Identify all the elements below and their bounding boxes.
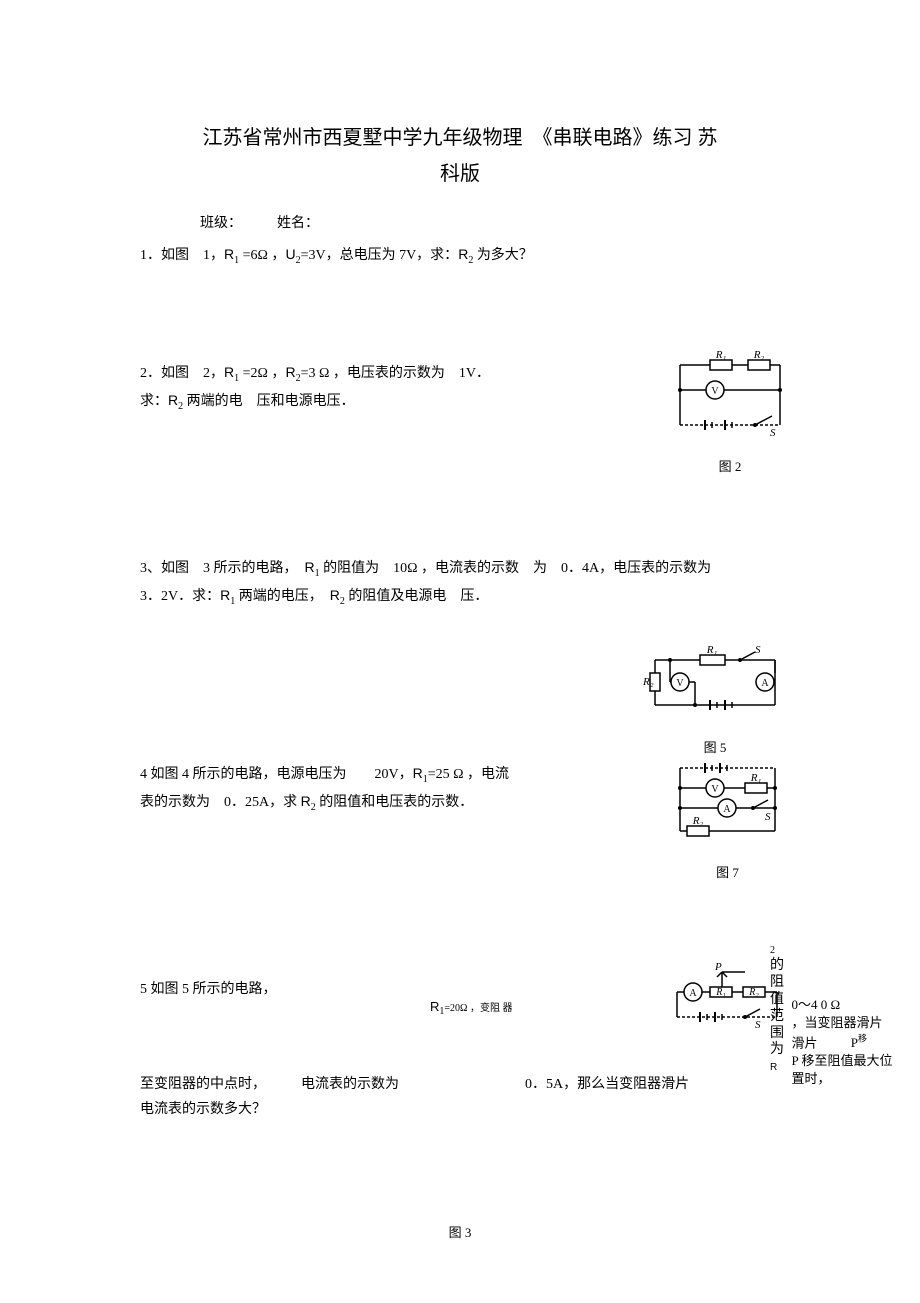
q5-line2: 至变阻器的中点时， 电流表的示数为 0．5A，那么当变阻器滑片 bbox=[140, 1077, 689, 1092]
q5-col-2: 阻 bbox=[770, 975, 784, 990]
q5-slider: 滑片 bbox=[791, 1035, 817, 1050]
svg-text:R₁: R₁ bbox=[750, 772, 762, 784]
q3-text-b: 的阻值为 10Ω ，电流表的示数 为 0．4A，电压表的示数为 bbox=[320, 561, 712, 576]
q5-pmove: P 移至阻值最大位置时， bbox=[791, 1053, 892, 1086]
q3-line2-b: 两端的电压， bbox=[235, 589, 330, 604]
svg-text:S: S bbox=[770, 427, 776, 439]
svg-text:P: P bbox=[714, 962, 722, 973]
q5-col-3: 值 bbox=[770, 992, 784, 1007]
q2-line2-b: 两端的电 压和电源电压． bbox=[183, 394, 355, 409]
q5-text-b: =20Ω ，变阻 器 bbox=[444, 1003, 512, 1014]
q4-line2-a: 表的示数为 0．25A，求 bbox=[140, 795, 301, 810]
q4-line2-r2: R bbox=[301, 793, 311, 809]
q3-line2-r1: R bbox=[220, 587, 230, 603]
q5-r1: R bbox=[430, 999, 439, 1014]
circuit-svg-5: R₁ S R₂ V A bbox=[640, 645, 790, 720]
q1-eq2: =3V，总电压为 7V，求： bbox=[301, 248, 459, 263]
q2-line2-r2: R bbox=[168, 392, 178, 408]
question-5: 5 如图 5 所示的电路， R1=20Ω ，变阻 器 A R₁ R₂ P bbox=[140, 977, 780, 1122]
svg-text:S: S bbox=[755, 1019, 761, 1031]
q4-line2-b: 的阻值和电压表的示数． bbox=[316, 795, 474, 810]
fig2-label: 图 2 bbox=[670, 455, 790, 478]
q5-col-4: 范 bbox=[770, 1009, 784, 1024]
page-title: 江苏省常州市西夏墅中学九年级物理 《串联电路》练习 苏 科版 bbox=[140, 120, 780, 192]
svg-text:A: A bbox=[723, 804, 731, 815]
svg-text:R₁: R₁ bbox=[706, 645, 718, 656]
svg-text:S: S bbox=[765, 811, 771, 823]
svg-text:R₁: R₁ bbox=[715, 987, 726, 998]
q2-line2-a: 求： bbox=[140, 394, 168, 409]
q5-text-a: 5 如图 5 所示的电路， bbox=[140, 982, 277, 997]
question-4: 4 如图 4 所示的电路，电源电压为 20V，R1=25 Ω ，电流 表的示数为… bbox=[140, 761, 780, 817]
svg-text:R₁: R₁ bbox=[715, 350, 727, 361]
svg-text:V: V bbox=[711, 784, 719, 795]
q3-text-a: 3、如图 3 所示的电路， bbox=[140, 561, 305, 576]
circuit-figure-7: V R₁ A S R₂ 图 7 bbox=[665, 756, 790, 885]
header-info: 班级： 姓名： bbox=[200, 212, 780, 232]
q1-eq1: =6Ω ， bbox=[239, 248, 285, 263]
q5-col-6: 为 bbox=[770, 1042, 784, 1057]
question-2: 2．如图 2，R1 =2Ω ，R2=3 Ω ，电压表的示数为 1V． 求：R2 … bbox=[140, 360, 780, 416]
q5-line2-wrap: 至变阻器的中点时， 电流表的示数为 0．5A，那么当变阻器滑片 电流表的示数多大… bbox=[140, 1072, 780, 1122]
question-3: 3、如图 3 所示的电路， R1 的阻值为 10Ω ，电流表的示数 为 0．4A… bbox=[140, 555, 780, 611]
svg-text:R₂: R₂ bbox=[753, 350, 765, 361]
circuit-figure-5: R₁ S R₂ V A 图 5 bbox=[640, 645, 790, 759]
q1-r2: R bbox=[458, 246, 468, 262]
q3-line2-a: 3．2V．求： bbox=[140, 589, 220, 604]
svg-text:V: V bbox=[711, 386, 719, 397]
svg-text:R₂: R₂ bbox=[748, 987, 759, 998]
q4-text-b: =25 Ω ，电流 bbox=[428, 767, 509, 782]
q5-line3: 电流表的示数多大？ bbox=[140, 1102, 266, 1117]
q3-r1: R bbox=[305, 559, 315, 575]
q5-r2-sub: 2 bbox=[770, 945, 775, 956]
svg-text:S: S bbox=[755, 645, 761, 656]
q5-r1-wrap: R1=20Ω ，变阻 器 bbox=[430, 995, 512, 1021]
fig3-label: 图 3 bbox=[140, 1222, 780, 1241]
q4-text-a: 4 如图 4 所示的电路，电源电压为 20V， bbox=[140, 767, 413, 782]
fig7-label: 图 7 bbox=[665, 861, 790, 884]
title-line2: 科版 bbox=[440, 163, 480, 185]
circuit-figure-2: R₁ R₂ V S 图 2 bbox=[670, 350, 790, 479]
circuit-svg-2: R₁ R₂ V S bbox=[670, 350, 790, 440]
q5-move-char: P移 bbox=[851, 1035, 867, 1050]
svg-text:A: A bbox=[761, 678, 769, 689]
question-1: 1．如图 1，R1 =6Ω ，U2=3V，总电压为 7V，求：R2 为多大？ bbox=[140, 242, 780, 270]
q5-col-5: 围 bbox=[770, 1026, 784, 1041]
q5-right-text: 2的 阻 值 范 围 为 R 0～4 0 Ω ，当变阻器滑片 滑 bbox=[770, 942, 900, 1089]
svg-text:A: A bbox=[689, 988, 697, 999]
q1-text-a: 1．如图 1， bbox=[140, 248, 224, 263]
q5-r2-char: R bbox=[770, 1062, 777, 1073]
title-line1: 江苏省常州市西夏墅中学九年级物理 《串联电路》练习 苏 bbox=[203, 127, 718, 149]
q5-col-1: 的 bbox=[770, 958, 784, 973]
q3-line2-r2: R bbox=[330, 587, 340, 603]
q1-u2: U bbox=[285, 246, 295, 262]
q3-line2-c: 的阻值及电源电 压． bbox=[345, 589, 489, 604]
q2-eq2: =3 Ω ，电压表的示数为 1V． bbox=[301, 366, 490, 381]
q1-tail: 为多大？ bbox=[473, 248, 533, 263]
class-label: 班级： bbox=[200, 216, 242, 231]
q5-range: 0～4 0 Ω bbox=[791, 997, 840, 1012]
q2-eq1: =2Ω ， bbox=[239, 366, 285, 381]
q2-r1: R bbox=[224, 364, 234, 380]
svg-text:V: V bbox=[676, 678, 684, 689]
q4-r1: R bbox=[413, 765, 423, 781]
name-label: 姓名： bbox=[277, 216, 319, 231]
circuit-svg-7: V R₁ A S R₂ bbox=[665, 756, 790, 846]
svg-text:R₂: R₂ bbox=[642, 676, 654, 688]
q1-r1: R bbox=[224, 246, 234, 262]
q2-text-a: 2．如图 2， bbox=[140, 366, 224, 381]
q2-r2: R bbox=[285, 364, 295, 380]
q5-range-b: ，当变阻器滑片 bbox=[791, 1015, 882, 1030]
svg-text:R₂: R₂ bbox=[692, 815, 704, 827]
